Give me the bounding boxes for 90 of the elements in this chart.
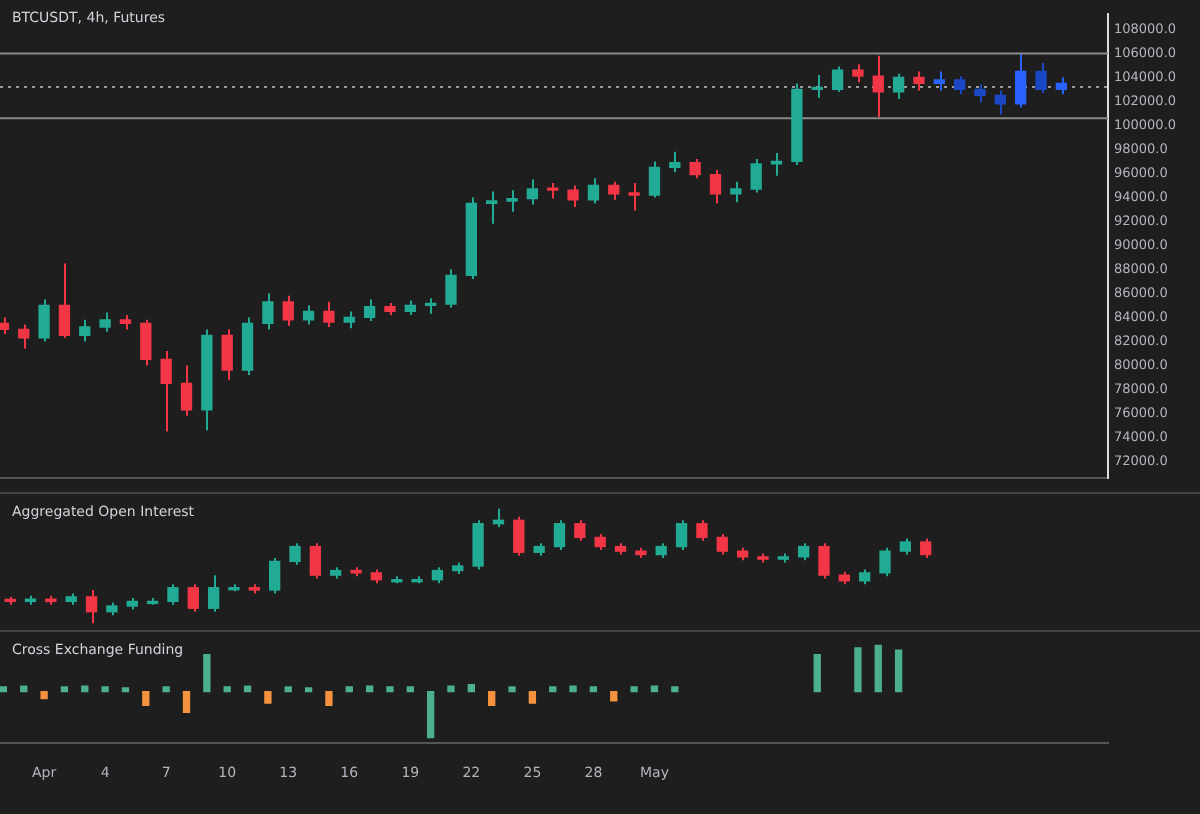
- candlestick: [486, 190, 498, 225]
- candlestick: [920, 537, 932, 559]
- bar: [101, 686, 109, 693]
- candlestick: [567, 184, 579, 208]
- candlestick: [831, 65, 844, 93]
- bar: [894, 649, 903, 693]
- candlestick: [167, 583, 179, 606]
- candlestick: [180, 364, 193, 417]
- candlestick: [750, 158, 762, 194]
- bar: [406, 686, 414, 693]
- candlestick: [648, 160, 661, 199]
- candlestick: [140, 318, 152, 367]
- candlestick: [716, 533, 728, 556]
- bar: [426, 690, 435, 739]
- candlestick: [913, 70, 925, 92]
- candlestick: [262, 292, 274, 331]
- candlestick: [309, 542, 322, 580]
- candlestick: [85, 589, 98, 625]
- bar: [223, 686, 231, 693]
- bar: [610, 690, 618, 702]
- bar: [386, 686, 394, 693]
- bar: [650, 685, 659, 693]
- bar: [81, 685, 89, 693]
- bar: [121, 687, 130, 693]
- bar: [467, 684, 476, 693]
- candlestick: [628, 182, 640, 212]
- bar: [182, 690, 191, 713]
- bar: [508, 686, 516, 693]
- candlestick: [1015, 52, 1027, 109]
- candlestick: [506, 189, 518, 213]
- candlestick: [472, 519, 484, 571]
- bar: [630, 686, 638, 693]
- bar: [854, 647, 862, 693]
- bar: [671, 686, 679, 693]
- bar: [203, 654, 211, 693]
- candlestick: [933, 70, 945, 92]
- bar: [813, 654, 821, 693]
- candlestick: [879, 546, 891, 578]
- bar: [304, 687, 313, 693]
- candlestick: [574, 519, 586, 542]
- bar: [142, 690, 150, 707]
- bar: [589, 686, 598, 693]
- candlestick: [513, 515, 525, 557]
- bar: [345, 686, 353, 693]
- bar: [549, 686, 557, 693]
- candlestick: [363, 298, 376, 322]
- candlestick: [38, 298, 50, 343]
- candlestick: [269, 557, 281, 595]
- candlestick: [696, 519, 708, 542]
- bar: [528, 690, 537, 704]
- bar: [162, 686, 170, 693]
- candlestick: [323, 300, 335, 328]
- bar: [284, 686, 292, 693]
- candlestick: [282, 294, 294, 327]
- candlestick: [587, 177, 600, 205]
- candlestick: [872, 54, 884, 118]
- candlestick: [58, 262, 71, 339]
- candlestick: [445, 268, 457, 309]
- bar: [60, 686, 69, 693]
- bar: [0, 686, 8, 693]
- bar: [40, 690, 48, 700]
- bar: [569, 685, 577, 693]
- candlestick: [302, 304, 315, 326]
- bar: [447, 685, 455, 693]
- candlestick: [187, 583, 199, 613]
- candlestick: [99, 311, 111, 333]
- candlestick: [221, 328, 233, 381]
- candlestick: [553, 519, 566, 551]
- candlestick: [18, 323, 30, 350]
- candlestick: [675, 519, 688, 551]
- bar: [264, 690, 272, 704]
- bar: [243, 685, 252, 693]
- candlestick: [289, 542, 301, 566]
- bar: [325, 690, 333, 707]
- bar: [20, 685, 28, 693]
- bar: [874, 644, 882, 693]
- bar: [488, 690, 496, 707]
- candlestick: [730, 180, 742, 204]
- candlestick: [526, 178, 539, 206]
- candlestick: [892, 72, 905, 100]
- candlestick: [1035, 62, 1047, 94]
- candlestick: [79, 318, 91, 343]
- candlestick: [689, 158, 701, 180]
- candlestick: [818, 542, 830, 580]
- candlestick: [669, 150, 681, 174]
- bar: [365, 685, 374, 693]
- candlestick: [207, 574, 220, 613]
- candlestick: [160, 350, 172, 433]
- candlestick: [994, 89, 1006, 116]
- candlestick: [709, 168, 722, 205]
